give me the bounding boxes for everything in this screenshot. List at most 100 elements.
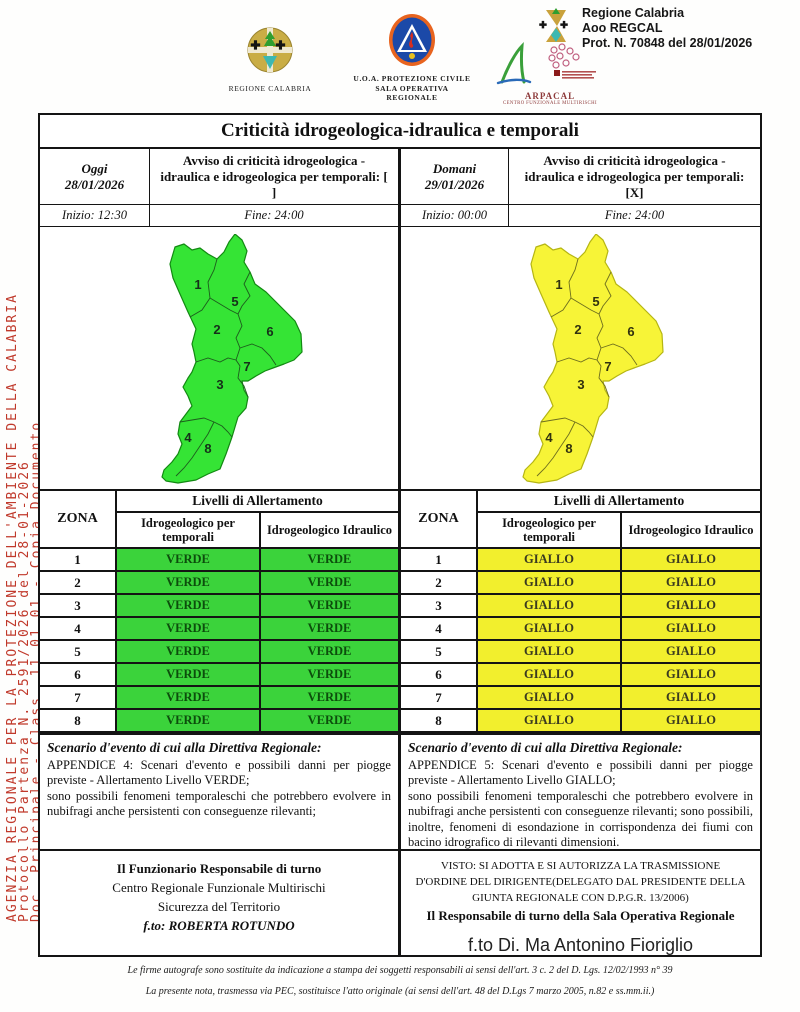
temporali-level-cell: GIALLO <box>478 618 622 641</box>
temporali-level-cell: VERDE <box>117 572 261 595</box>
molecule-cluster-icon <box>548 43 580 69</box>
svg-text:2: 2 <box>574 322 581 337</box>
funzionario-title: Il Funzionario Responsabile di turno <box>116 861 322 876</box>
regione-calabria-logo-label: REGIONE CALABRIA <box>228 84 312 93</box>
temporali-level-cell: GIALLO <box>478 664 622 687</box>
idraulico-level-cell: GIALLO <box>622 710 760 733</box>
protezione-civile-emblem-icon <box>389 14 435 66</box>
arpacal-logo: ARPACAL CENTRO FUNZIONALE MULTIRISCHI <box>482 42 618 106</box>
svg-text:4: 4 <box>184 430 192 445</box>
svg-text:5: 5 <box>592 294 599 309</box>
svg-text:7: 7 <box>243 359 250 374</box>
calabria-outline-today <box>161 233 303 484</box>
temporali-col-header: Idrogeologico per temporali <box>117 513 261 549</box>
svg-text:4: 4 <box>545 430 553 445</box>
tomorrow-date-cell: Domani 29/01/2026 <box>401 149 509 204</box>
responsabile-signature-block: VISTO: SI ADOTTA E SI AUTORIZZA LA TRASM… <box>401 851 760 956</box>
regione-calabria-emblem-icon <box>247 27 293 73</box>
bulletin-table: Criticità idrogeologica-idraulica e temp… <box>38 113 762 957</box>
temporali-level-cell: VERDE <box>117 710 261 733</box>
temporali-level-cell: GIALLO <box>478 572 622 595</box>
svg-text:6: 6 <box>266 324 273 339</box>
svg-text:2: 2 <box>213 322 220 337</box>
svg-text:8: 8 <box>565 441 572 456</box>
tomorrow-scenario: Scenario d'evento di cui alla Direttiva … <box>401 735 760 856</box>
protezione-civile-label-1: U.O.A. PROTEZIONE CIVILE <box>353 74 471 83</box>
temporali-level-cell: VERDE <box>117 687 261 710</box>
idraulico-level-cell: VERDE <box>261 641 398 664</box>
temporali-level-cell: VERDE <box>117 618 261 641</box>
zone-number-cell: 1 <box>401 549 478 572</box>
tomorrow-date: 29/01/2026 <box>424 176 485 192</box>
temporali-level-cell: GIALLO <box>478 641 622 664</box>
temporali-level-cell: GIALLO <box>478 710 622 733</box>
zone-number-cell: 7 <box>40 687 117 710</box>
alert-levels-row: ZONA Livelli di Allertamento Idrogeologi… <box>40 491 760 735</box>
zone-number-cell: 8 <box>40 710 117 733</box>
idraulico-level-cell: VERDE <box>261 572 398 595</box>
temporali-level-cell: VERDE <box>117 641 261 664</box>
responsabile-title: Il Responsabile di turno della Sala Oper… <box>426 908 735 923</box>
idraulico-level-cell: VERDE <box>261 687 398 710</box>
idraulico-level-cell: GIALLO <box>622 664 760 687</box>
zone-number-cell: 1 <box>40 549 117 572</box>
svg-text:3: 3 <box>577 377 584 392</box>
zone-borders <box>175 258 277 477</box>
idraulico-level-cell: GIALLO <box>622 572 760 595</box>
funzionario-org-2: Sicurezza del Territorio <box>157 899 281 914</box>
stamp-line-1: Regione Calabria <box>582 6 685 20</box>
zone-number-cell: 4 <box>401 618 478 641</box>
arpacal-label: ARPACAL <box>524 91 576 101</box>
svg-text:3: 3 <box>216 377 223 392</box>
scenario-heading: Scenario d'evento di cui alla Direttiva … <box>408 740 683 755</box>
svg-text:5: 5 <box>231 294 238 309</box>
protezione-civile-label-2: SALA OPERATIVA REGIONALE <box>375 84 449 102</box>
responsabile-fto: f.to Di. Ma Antonino Fioriglio <box>467 935 694 955</box>
idraulico-level-cell: VERDE <box>261 664 398 687</box>
calabria-outline-tomorrow <box>522 233 664 484</box>
zone-number-cell: 8 <box>401 710 478 733</box>
today-date-cell: Oggi 28/01/2026 <box>40 149 150 204</box>
tomorrow-avviso: Avviso di criticità idrogeologica - idra… <box>524 152 745 200</box>
temporali-col-header: Idrogeologico per temporali <box>478 513 622 549</box>
temporali-level-cell: VERDE <box>117 595 261 618</box>
tomorrow-label: Domani <box>432 160 477 176</box>
today-calabria-map: 1 5 2 6 7 3 4 8 <box>158 233 308 489</box>
levels-header: Livelli di Allertamento <box>478 491 760 513</box>
zona-header: ZONA <box>401 491 478 549</box>
stamp-line-3: Prot. N. 70848 del 28/01/2026 <box>582 36 753 50</box>
zone-number-cell: 5 <box>40 641 117 664</box>
temporali-level-cell: GIALLO <box>478 595 622 618</box>
zone-numbers: 1 5 2 6 7 3 4 8 <box>545 277 634 456</box>
footer-note-2: La presente nota, trasmessa via PEC, sos… <box>145 986 655 997</box>
svg-text:8: 8 <box>204 441 211 456</box>
idraulico-level-cell: GIALLO <box>622 549 760 572</box>
scenario-row: Scenario d'evento di cui alla Direttiva … <box>40 735 760 851</box>
today-label: Oggi <box>81 160 108 176</box>
visto-text: VISTO: SI ADOTTA E SI AUTORIZZA LA TRASM… <box>415 860 746 904</box>
zone-number-cell: 2 <box>401 572 478 595</box>
scenario-description: sono possibili fenomeni temporaleschi ch… <box>408 788 753 850</box>
idraulico-level-cell: GIALLO <box>622 641 760 664</box>
regione-calabria-logo: REGIONE CALABRIA <box>224 26 316 93</box>
levels-header: Livelli di Allertamento <box>117 491 398 513</box>
funzionario-org-1: Centro Regionale Funzionale Multirischi <box>112 880 326 895</box>
signatures-row: Il Funzionario Responsabile di turno Cen… <box>40 851 760 955</box>
svg-text:7: 7 <box>604 359 611 374</box>
funzionario-signature-block: Il Funzionario Responsabile di turno Cen… <box>40 851 398 935</box>
idraulico-level-cell: VERDE <box>261 549 398 572</box>
idraulico-col-header: Idrogeologico Idraulico <box>622 513 760 549</box>
zone-number-cell: 6 <box>40 664 117 687</box>
idraulico-col-header: Idrogeologico Idraulico <box>261 513 398 549</box>
zone-number-cell: 3 <box>40 595 117 618</box>
temporali-level-cell: VERDE <box>117 664 261 687</box>
zone-number-cell: 4 <box>40 618 117 641</box>
bulletin-title: Criticità idrogeologica-idraulica e temp… <box>221 120 579 141</box>
funzionario-fto: f.to: ROBERTA ROTUNDO <box>143 918 295 933</box>
today-avviso: Avviso di criticità idrogeologica - idra… <box>160 152 388 200</box>
arpacal-emblem-icon <box>496 42 596 85</box>
temporali-level-cell: GIALLO <box>478 687 622 710</box>
zone-borders <box>536 258 638 477</box>
scenario-appendix: APPENDICE 4: Scenari d'evento e possibil… <box>47 757 391 788</box>
